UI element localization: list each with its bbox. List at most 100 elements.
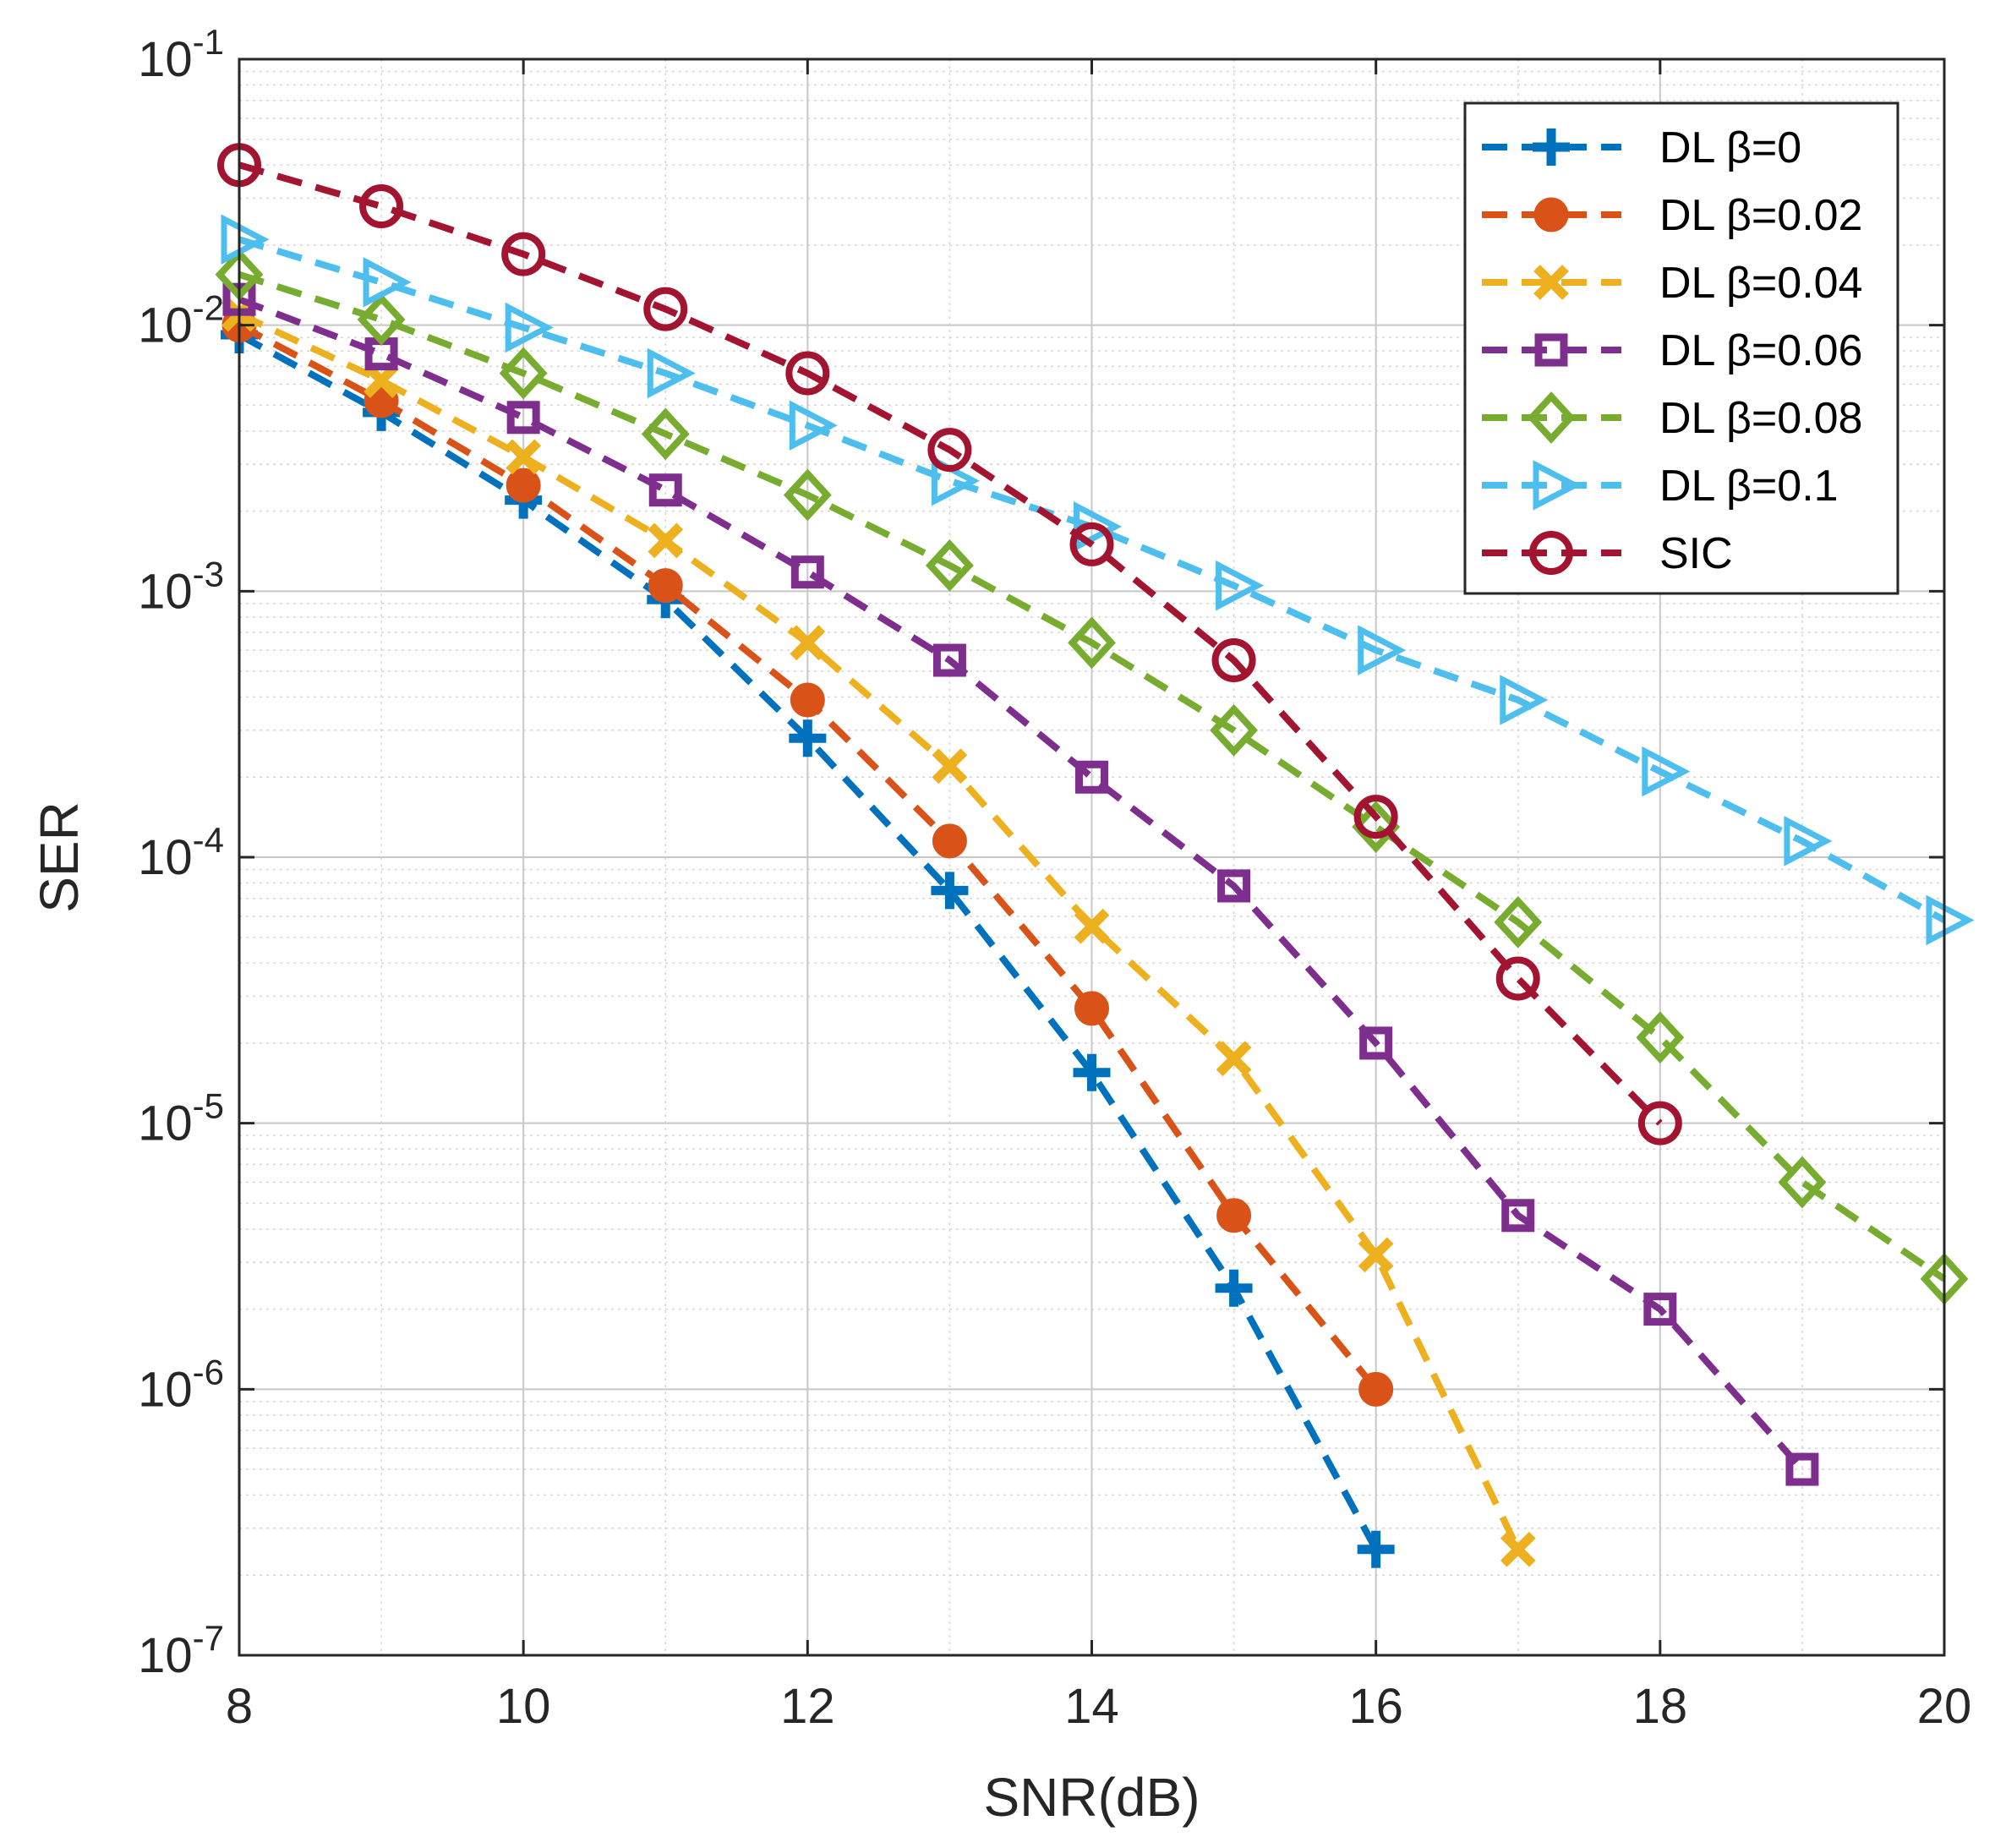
y-tick-label: 10-1 bbox=[138, 22, 224, 87]
data-point-marker bbox=[363, 257, 412, 308]
legend-marker bbox=[1533, 128, 1570, 166]
data-point-marker bbox=[1494, 895, 1543, 949]
data-point-marker bbox=[1636, 1011, 1685, 1064]
data-point-marker bbox=[1073, 1053, 1111, 1091]
data-point-marker bbox=[641, 407, 690, 461]
data-point-marker bbox=[1357, 1530, 1395, 1568]
legend-marker bbox=[1533, 460, 1582, 511]
series-3 bbox=[221, 296, 1536, 1567]
legend: DL β=0 DL β=0.02 DL β=0.04 DL β=0.06 DL β=0.… bbox=[1463, 101, 1899, 595]
data-point-marker bbox=[1074, 991, 1109, 1026]
data-point-marker bbox=[789, 719, 827, 757]
data-point-marker bbox=[1785, 1452, 1819, 1486]
data-point-marker bbox=[927, 428, 972, 473]
data-point-marker bbox=[1359, 1026, 1393, 1060]
legend-marker bbox=[1527, 391, 1576, 444]
x-axis-title: SNR(dB) bbox=[983, 1767, 1200, 1828]
legend-entry: DL β=0.08 bbox=[1482, 391, 1862, 444]
data-point-marker bbox=[932, 823, 967, 859]
y-tick-label: 10-5 bbox=[138, 1086, 224, 1151]
legend-entry: DL β=0 bbox=[1482, 123, 1801, 172]
series-line bbox=[238, 236, 1946, 923]
data-point-marker bbox=[1495, 956, 1540, 1001]
legend-marker bbox=[1529, 531, 1573, 575]
series-line bbox=[238, 271, 1947, 1282]
data-point-marker bbox=[1069, 522, 1114, 566]
data-point-marker bbox=[505, 302, 554, 353]
data-point-marker bbox=[932, 748, 968, 785]
data-point-marker bbox=[1784, 816, 1833, 867]
data-point-marker bbox=[790, 682, 825, 718]
series-7 bbox=[217, 143, 1682, 1145]
data-point-marker bbox=[1353, 795, 1398, 839]
data-point-marker bbox=[357, 293, 406, 346]
data-point-marker bbox=[1358, 1237, 1394, 1273]
data-point-marker bbox=[1352, 801, 1401, 854]
y-tick-label: 10-3 bbox=[138, 554, 224, 619]
legend-entry: DL β=0.06 bbox=[1482, 326, 1862, 375]
data-point-marker bbox=[931, 872, 969, 910]
data-point-marker bbox=[506, 401, 540, 435]
legend-entry: SIC bbox=[1482, 529, 1733, 578]
data-point-marker bbox=[790, 555, 824, 589]
legend-marker bbox=[1533, 265, 1569, 300]
x-tick-label: 20 bbox=[1917, 1679, 1972, 1734]
data-point-marker bbox=[648, 473, 682, 507]
legend-label: DL β=0.1 bbox=[1659, 462, 1839, 511]
data-point-marker bbox=[790, 625, 826, 661]
x-tick-label: 18 bbox=[1633, 1679, 1688, 1734]
x-tick-label: 16 bbox=[1348, 1679, 1403, 1734]
series-line bbox=[238, 296, 1805, 1472]
data-point-marker bbox=[648, 568, 683, 604]
data-point-marker bbox=[1216, 1198, 1252, 1233]
legend-label: SIC bbox=[1659, 529, 1733, 578]
legend-entry: DL β=0.04 bbox=[1482, 259, 1862, 308]
data-point-marker bbox=[789, 400, 838, 451]
data-point-marker bbox=[1074, 501, 1123, 552]
y-tick-label: 10-4 bbox=[138, 820, 224, 885]
legend-label: DL β=0.02 bbox=[1659, 191, 1862, 240]
legend-label: DL β=0 bbox=[1659, 123, 1801, 172]
data-point-marker bbox=[643, 287, 688, 331]
data-point-marker bbox=[1211, 638, 1256, 683]
series-group bbox=[215, 143, 1975, 1568]
series-line bbox=[238, 331, 1380, 1551]
data-point-marker bbox=[221, 214, 270, 265]
series-line bbox=[238, 310, 1522, 1551]
data-point-marker bbox=[1637, 1101, 1682, 1145]
data-point-marker bbox=[1778, 1156, 1827, 1209]
data-point-marker bbox=[1074, 908, 1110, 944]
x-tick-label: 8 bbox=[226, 1679, 253, 1734]
data-point-marker bbox=[932, 643, 966, 677]
data-point-marker bbox=[506, 467, 541, 503]
y-tick-label: 10-7 bbox=[138, 1618, 224, 1683]
data-point-marker bbox=[1068, 616, 1116, 670]
data-point-marker bbox=[783, 468, 832, 522]
y-tick-label: 10-6 bbox=[138, 1352, 224, 1417]
data-point-marker bbox=[1643, 1293, 1677, 1326]
data-point-marker bbox=[501, 232, 546, 276]
data-point-marker bbox=[1358, 1371, 1394, 1407]
data-point-marker bbox=[1642, 746, 1691, 797]
data-point-marker bbox=[1075, 760, 1108, 794]
y-tick-label: 10-2 bbox=[138, 288, 224, 353]
data-point-marker bbox=[1216, 560, 1265, 611]
data-point-marker bbox=[506, 439, 542, 475]
legend-label: DL β=0.06 bbox=[1659, 326, 1862, 375]
data-point-marker bbox=[1210, 703, 1259, 757]
data-point-marker bbox=[1500, 1531, 1536, 1567]
legend-entry: DL β=0.02 bbox=[1482, 191, 1862, 240]
legend-label: DL β=0.08 bbox=[1659, 394, 1862, 443]
data-point-marker bbox=[785, 351, 830, 396]
data-point-marker bbox=[499, 347, 548, 400]
data-point-marker bbox=[647, 347, 696, 399]
x-tick-label: 12 bbox=[780, 1679, 835, 1734]
data-point-marker bbox=[1926, 894, 1975, 946]
y-axis-title: SER bbox=[29, 801, 90, 913]
x-tick-label: 10 bbox=[496, 1679, 551, 1734]
data-point-marker bbox=[1501, 1199, 1535, 1233]
data-point-marker bbox=[1217, 869, 1251, 903]
data-point-marker bbox=[925, 539, 974, 592]
data-point-marker bbox=[1215, 1269, 1253, 1307]
